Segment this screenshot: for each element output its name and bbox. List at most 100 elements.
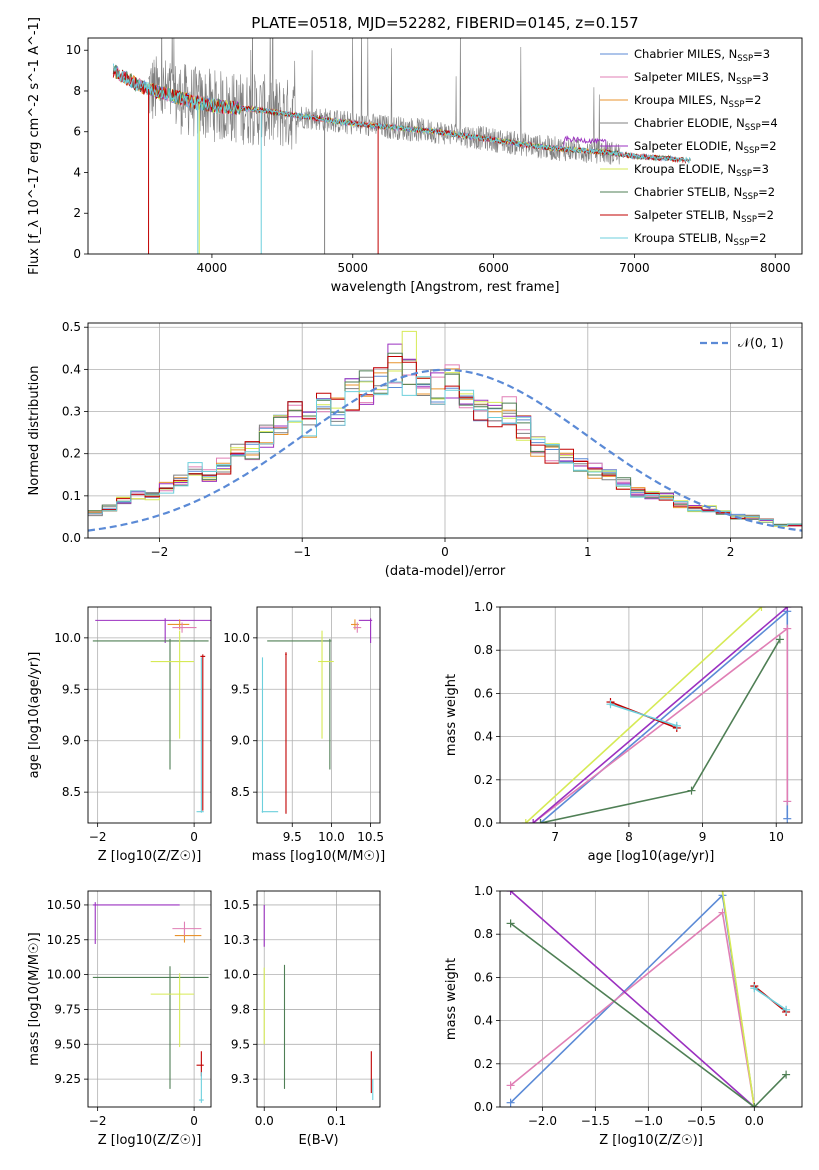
axes-frame	[499, 606, 803, 824]
errorbar-salpeter-miles	[172, 622, 197, 633]
y-tick-label: 1.0	[474, 600, 493, 614]
y-tick-label: 0.1	[62, 489, 81, 503]
x-tick-label: −2	[89, 1114, 107, 1128]
weight-line-chabrier-stelib	[540, 638, 781, 823]
y-tick-label: 9.0	[231, 734, 250, 748]
axes-frame	[256, 606, 381, 824]
histogram-kroupa-stelib	[88, 376, 802, 526]
y-tick-label: 9.5	[62, 682, 81, 696]
weight-point	[782, 1070, 791, 1079]
legend-label: Chabrier ELODIE, NSSP=4	[634, 116, 778, 133]
legend-label: 𝒩(0, 1)	[738, 335, 784, 350]
weight-point	[782, 1005, 791, 1014]
legend-label: Salpeter MILES, NSSP=3	[634, 70, 769, 87]
panel-mass-ebv: 0.0 0.1 9.3 9.5 9.8 10.0 10.3 10.5 E(B-V)	[223, 890, 381, 1148]
x-axis-label: mass [log10(M/M☉)]	[252, 849, 385, 864]
weight-point	[687, 786, 696, 795]
legend-label: Chabrier STELIB, NSSP=2	[634, 185, 775, 202]
weight-line-salpeter-miles	[510, 911, 756, 1107]
weight-point	[750, 984, 759, 993]
weight-point	[783, 607, 792, 611]
y-tick-label: 0.3	[62, 405, 81, 419]
y-tick-label: 10.3	[223, 933, 250, 947]
errorbar-kroupa-stelib	[198, 1072, 204, 1103]
axes-frame	[87, 890, 212, 1108]
panel-weight-age: 7 8 9 10 0.0 0.2 0.4 0.6 0.8 1.0 age [log10(age/yr…	[444, 600, 803, 864]
y-tick-label: 9.3	[231, 1072, 250, 1086]
y-axis-label: Normed distribution	[27, 366, 42, 496]
errorbar-salpeter-stelib	[285, 652, 287, 814]
weight-point	[775, 635, 784, 644]
legend-label: Salpeter ELODIE, NSSP=2	[634, 139, 777, 156]
x-tick-label: 0	[190, 1114, 198, 1128]
y-tick-label: 9.25	[54, 1072, 81, 1086]
y-axis-label: mass weight	[444, 674, 459, 756]
errorbar-salpeter-elodie	[92, 902, 180, 944]
y-axis-label: Flux [f_λ 10^-17 erg cm^-2 s^-1 A^-1]	[27, 17, 42, 275]
weight-point	[529, 819, 538, 823]
errorbar-salpeter-miles	[172, 921, 202, 936]
y-tick-label: 9.5	[231, 682, 250, 696]
y-axis-label: mass [log10(M/M☉)]	[27, 932, 42, 1065]
plot-area	[506, 891, 791, 1107]
errorbar-chabrier-stelib	[92, 638, 209, 770]
x-tick-label: 8000	[760, 261, 791, 275]
weight-line-chabrier-miles	[539, 609, 789, 823]
y-tick-label: 10	[66, 43, 81, 57]
weight-point	[783, 814, 792, 823]
spectrum-line-chabrier-elodie	[148, 38, 621, 165]
weight-point	[718, 891, 727, 895]
errorbar-salpeter-miles	[353, 622, 362, 633]
x-tick-label: 4000	[197, 261, 228, 275]
plot-area	[263, 904, 374, 1101]
y-tick-label: 0.8	[474, 643, 493, 657]
legend: Chabrier MILES, NSSP=3 Salpeter MILES, NS…	[600, 47, 778, 248]
y-tick-label: 8.5	[231, 785, 250, 799]
weight-line-chabrier-stelib	[510, 922, 787, 1107]
y-tick-label: 2	[73, 206, 81, 220]
y-tick-label: 8	[73, 84, 81, 98]
weight-point	[536, 819, 545, 823]
x-tick-label: 8	[625, 830, 633, 844]
errorbar-kroupa-elodie	[150, 973, 195, 1048]
normal-curve	[88, 368, 802, 532]
x-axis-label: Z [log10(Z/Z☉)]	[98, 849, 202, 864]
axes-frame	[499, 890, 803, 1108]
x-tick-label: 7	[551, 830, 559, 844]
y-tick-label: 0.4	[474, 730, 493, 744]
y-tick-label: 0.6	[474, 686, 493, 700]
y-tick-label: 0.2	[474, 1057, 493, 1071]
y-tick-label: 9.8	[231, 1002, 250, 1016]
panel-age-mass: 9.5 10.0 10.5 8.5 9.0 9.5 10.0 mass [log10(M/M☉…	[223, 606, 385, 864]
y-axis-label: age [log10(age/yr)]	[27, 652, 42, 779]
errorbar-chabrier-stelib	[267, 638, 332, 770]
y-tick-label: 9.0	[62, 734, 81, 748]
x-tick-label: −1.5	[581, 1114, 610, 1128]
y-tick-label: 10.0	[223, 968, 250, 982]
axes-frame	[87, 322, 803, 539]
axes-frame	[87, 37, 803, 255]
errorbar-kroupa-elodie	[318, 630, 334, 739]
weight-point	[783, 624, 792, 633]
errorbar-salpeter-stelib	[200, 654, 206, 811]
y-tick-label: 0.0	[474, 1100, 493, 1114]
x-axis-label: Z [log10(Z/Z☉)]	[599, 1133, 703, 1148]
y-tick-label: 0.0	[62, 531, 81, 545]
y-tick-label: 0.2	[62, 447, 81, 461]
x-tick-label: 1	[584, 545, 592, 559]
x-tick-label: −2	[89, 830, 107, 844]
y-tick-label: 9.5	[231, 1037, 250, 1051]
x-tick-label: 6000	[478, 261, 509, 275]
x-tick-label: 9	[699, 830, 707, 844]
weight-line-kroupa-stelib	[753, 987, 787, 1011]
x-axis-label: age [log10(age/yr)]	[588, 849, 715, 864]
y-tick-label: 10.0	[223, 631, 250, 645]
y-tick-label: 10.5	[223, 898, 250, 912]
x-tick-label: 10	[769, 830, 784, 844]
x-axis-label: Z [log10(Z/Z☉)]	[98, 1133, 202, 1148]
y-tick-label: 10.0	[54, 631, 81, 645]
x-tick-label: −2.0	[528, 1114, 557, 1128]
legend-label: Chabrier MILES, NSSP=3	[634, 47, 770, 64]
x-tick-label: 7000	[619, 261, 650, 275]
y-tick-label: 6	[73, 125, 81, 139]
